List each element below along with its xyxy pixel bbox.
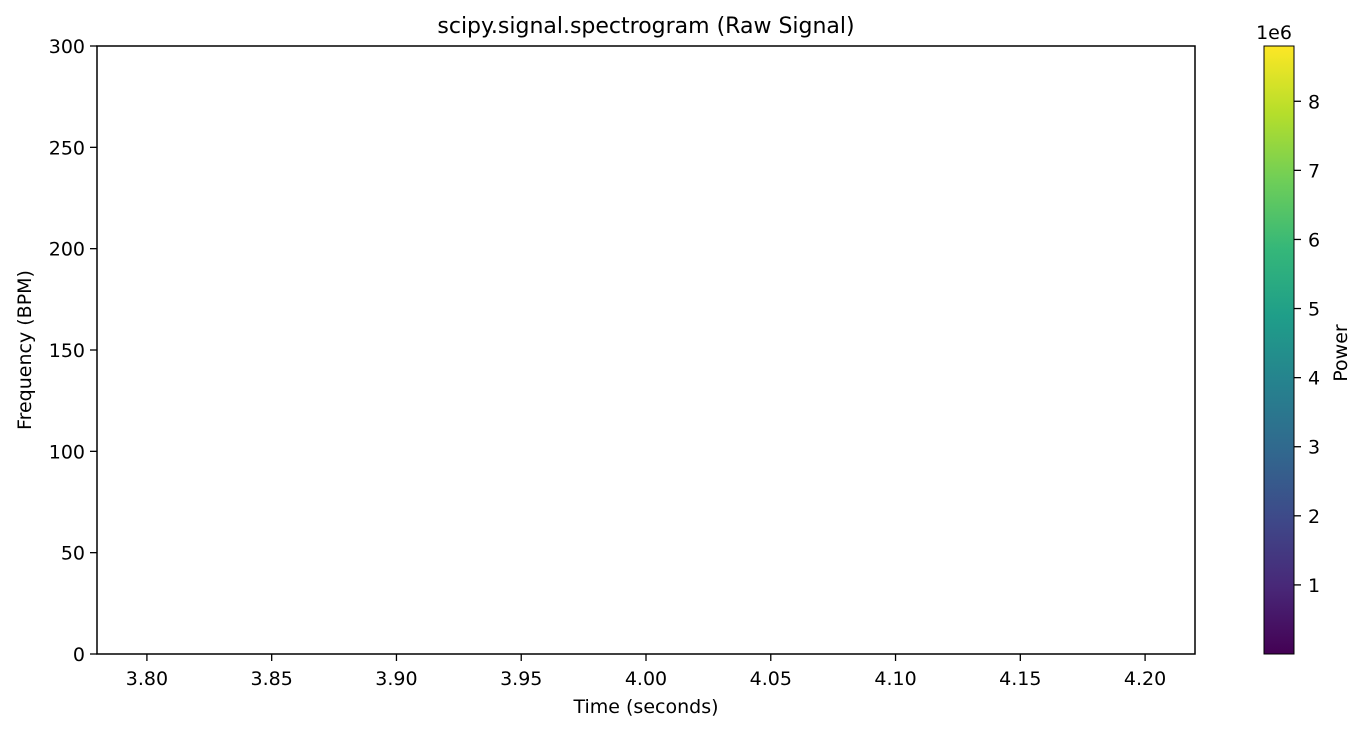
x-tick-label: 3.90 (375, 668, 417, 690)
x-tick-label: 4.10 (874, 668, 916, 690)
colorbar-tick-label: 8 (1308, 91, 1320, 113)
y-tick-label: 50 (61, 543, 85, 565)
y-tick-label: 150 (49, 340, 85, 362)
colorbar-tick-label: 4 (1308, 368, 1320, 390)
x-axis-label: Time (seconds) (572, 696, 718, 718)
x-tick-label: 4.15 (999, 668, 1041, 690)
x-tick-label: 3.85 (251, 668, 293, 690)
x-tick-label: 4.00 (625, 668, 667, 690)
colorbar-label: Power (1330, 324, 1352, 382)
x-axis-ticks: 3.80 3.85 3.90 3.95 4.00 4.05 4.10 4.15 4.20 (126, 654, 1166, 690)
colorbar-tick-label: 5 (1308, 299, 1320, 321)
y-axis-ticks: 0 50 100 150 200 250 300 (49, 36, 97, 666)
colorbar-tick-label: 7 (1308, 160, 1320, 182)
x-tick-label: 4.20 (1124, 668, 1166, 690)
colorbar-tick-label: 3 (1308, 437, 1320, 459)
y-tick-label: 300 (49, 36, 85, 58)
colorbar-tick-label: 2 (1308, 506, 1320, 528)
colorbar-offset-label: 1e6 (1256, 22, 1292, 44)
plot-area (97, 46, 1195, 654)
colorbar-ticks: 1 2 3 4 5 6 7 8 (1294, 91, 1320, 597)
colorbar-tick-label: 6 (1308, 229, 1320, 251)
plot-frame (96, 45, 1196, 655)
y-tick-label: 250 (49, 137, 85, 159)
chart-title: scipy.signal.spectrogram (Raw Signal) (437, 14, 854, 39)
x-tick-label: 3.80 (126, 668, 168, 690)
colorbar-tick-label: 1 (1308, 575, 1320, 597)
y-axis-label: Frequency (BPM) (14, 270, 36, 430)
x-tick-label: 4.05 (750, 668, 792, 690)
y-tick-label: 200 (49, 239, 85, 261)
colorbar (1263, 45, 1295, 655)
y-tick-label: 100 (49, 441, 85, 463)
y-tick-label: 0 (73, 644, 85, 666)
x-tick-label: 3.95 (500, 668, 542, 690)
